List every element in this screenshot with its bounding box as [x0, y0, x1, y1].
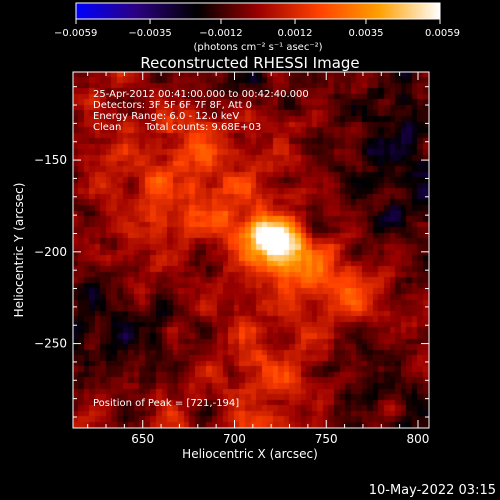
footer-date: 10-May-2022 03:15 [369, 483, 496, 498]
x-tick-label: 700 [223, 432, 246, 446]
chart-title: Reconstructed RHESSI Image [140, 54, 359, 72]
plot-area: 650 700 750 800 −150 −200 −250 [34, 71, 430, 446]
colorbar-tick-label: 0.0012 [278, 28, 313, 39]
x-tick-label: 650 [131, 432, 154, 446]
heatmap-image [73, 72, 429, 428]
annotation-clean: Clean [93, 122, 121, 133]
y-tick-label: −250 [34, 337, 67, 351]
peak-position-label: Position of Peak = [721,-194] [93, 398, 239, 409]
colorbar-tick-label: −0.0035 [128, 28, 171, 39]
annotation-energy-range: Energy Range: 6.0 - 12.0 keV [93, 111, 239, 122]
axis-ticks: 650 700 750 800 −150 −200 −250 [34, 72, 429, 446]
plot-frame [72, 71, 430, 429]
annotation-time-range: 25-Apr-2012 00:41:00.000 to 00:42:40.000 [93, 89, 309, 100]
annotation-total-counts: Total counts: 9.68E+03 [144, 122, 261, 133]
colorbar-tick-label: 0.0035 [348, 28, 383, 39]
colorbar-tick-label: 0.0059 [425, 28, 460, 39]
annotation-block: 25-Apr-2012 00:41:00.000 to 00:42:40.000… [93, 89, 309, 133]
colorbar-frame [75, 2, 441, 20]
y-tick-label: −150 [34, 153, 67, 167]
colorbar-unit-label: (photons cm⁻² s⁻¹ asec⁻²) [193, 42, 322, 53]
x-tick-label: 800 [407, 432, 430, 446]
annotation-detectors: Detectors: 3F 5F 6F 7F 8F, Att 0 [93, 100, 252, 111]
x-axis-label: Heliocentric X (arcsec) [182, 447, 318, 461]
y-tick-label: −200 [34, 245, 67, 259]
y-axis-label: Heliocentric Y (arcsec) [12, 183, 26, 318]
x-tick-label: 750 [315, 432, 338, 446]
colorbar-ticks: −0.0059 −0.0035 −0.0012 0.0012 0.0035 0.0059 [54, 19, 460, 39]
colorbar-gradient [76, 3, 440, 19]
colorbar-tick-label: −0.0059 [54, 28, 97, 39]
colorbar: −0.0059 −0.0035 −0.0012 0.0012 0.0035 0.0059 … [54, 2, 460, 53]
colorbar-tick-label: −0.0012 [199, 28, 242, 39]
